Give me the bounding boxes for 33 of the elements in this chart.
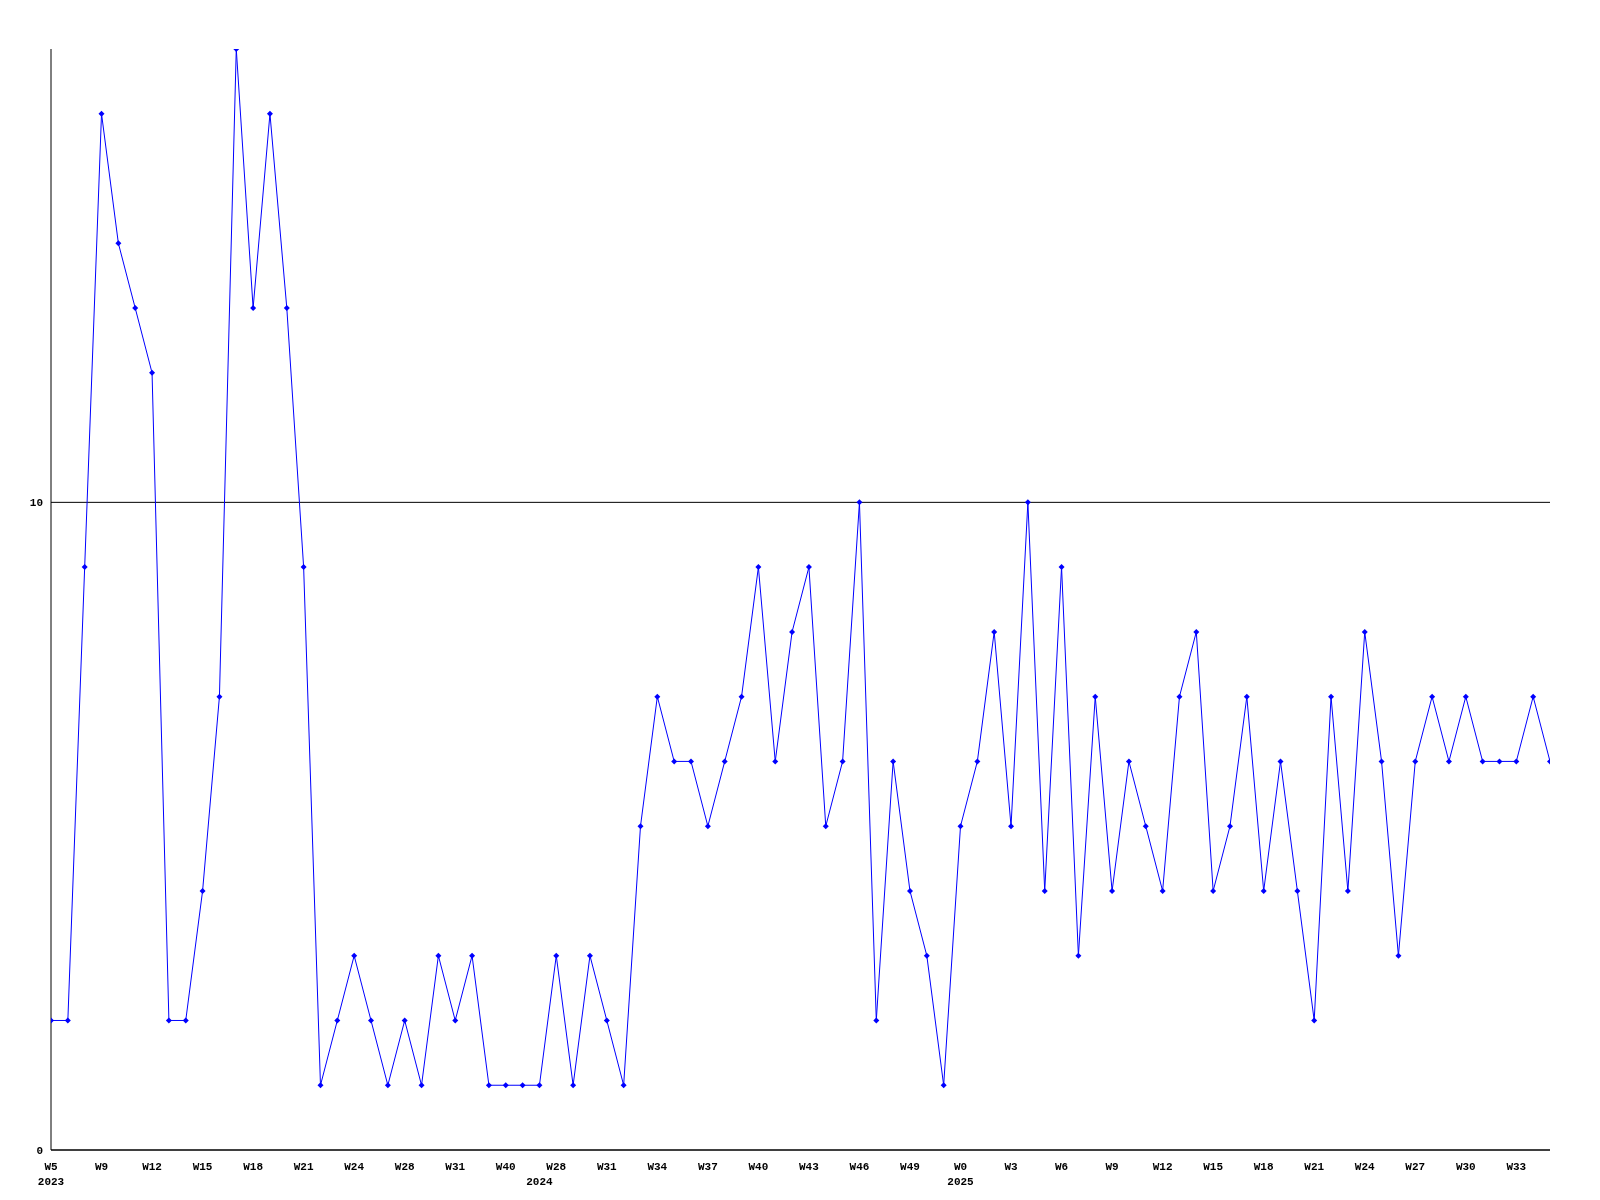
- x-tick-label: W21: [293, 1161, 314, 1173]
- x-tick-label: W15: [1203, 1161, 1224, 1173]
- x-tick-label: W24: [1354, 1161, 1376, 1173]
- x-tick-label: W15: [192, 1161, 213, 1173]
- x-tick-label: W6: [1054, 1161, 1069, 1173]
- x-tick-label: 2024: [526, 1176, 554, 1188]
- x-tick-label: W43: [799, 1161, 820, 1173]
- x-tick-label: W9: [94, 1161, 109, 1173]
- x-tick-label: W21: [1304, 1161, 1325, 1173]
- x-tick-label: W28: [546, 1161, 567, 1173]
- x-tick-label: W33: [1506, 1161, 1527, 1173]
- x-tick-label: W9: [1105, 1161, 1119, 1173]
- x-tick-label: W12: [142, 1161, 162, 1173]
- x-tick-label: W3: [1004, 1161, 1019, 1173]
- x-tick-label: W31: [445, 1161, 466, 1173]
- x-tick-label: W12: [1152, 1161, 1173, 1173]
- x-tick-label: W18: [1253, 1161, 1274, 1173]
- x-tick-label: W31: [596, 1161, 618, 1173]
- y-tick-label: 0: [36, 1144, 43, 1157]
- x-tick-label: W18: [243, 1161, 264, 1173]
- x-tick-label: W34: [647, 1161, 668, 1173]
- x-tick-label: W27: [1405, 1161, 1426, 1173]
- x-tick-label: W37: [697, 1161, 718, 1173]
- y-tick-label: 10: [29, 497, 43, 510]
- x-tick-label: W49: [900, 1161, 920, 1173]
- x-tick-label: W46: [849, 1161, 870, 1173]
- x-tick-label: W40: [748, 1161, 769, 1173]
- x-tick-label: W40: [495, 1161, 516, 1173]
- x-tick-label: W30: [1455, 1161, 1476, 1173]
- x-tick-label: W24: [344, 1161, 365, 1173]
- x-tick-label: W0 2025: [947, 1161, 975, 1188]
- x-tick-label: W28: [394, 1161, 415, 1173]
- x-tick-label: W5 2023: [37, 1161, 65, 1188]
